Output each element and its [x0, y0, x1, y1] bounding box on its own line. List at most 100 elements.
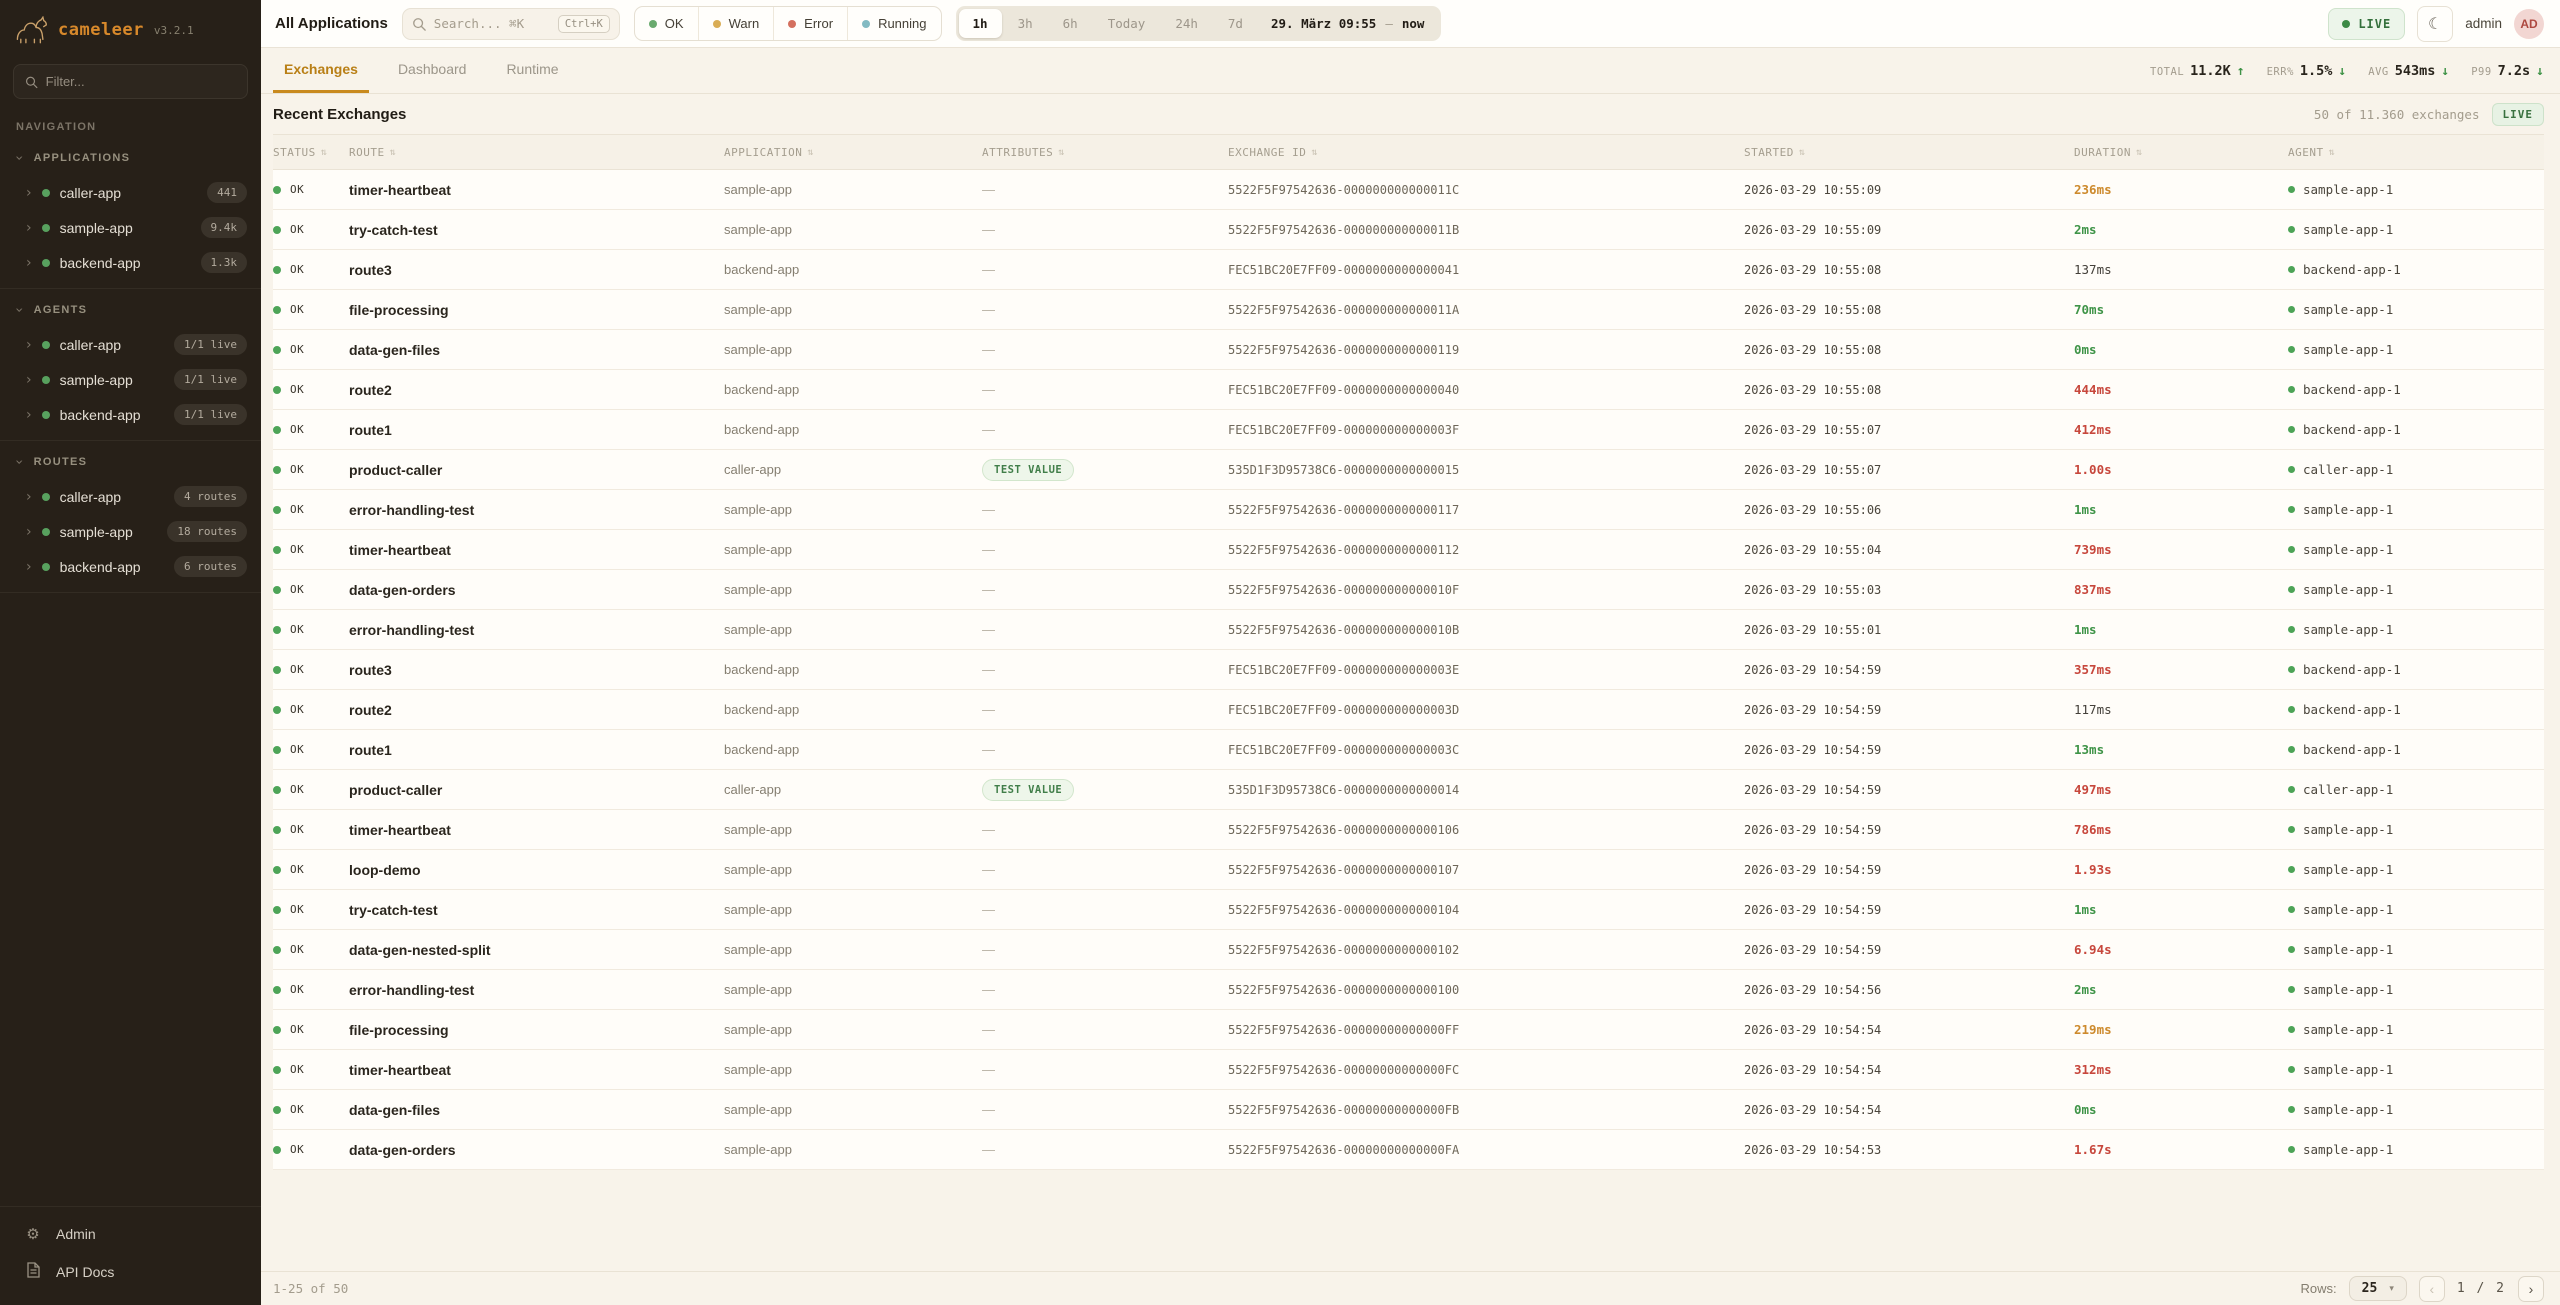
table-row[interactable]: OK route1 backend-app — FEC51BC20E7FF09-0000…	[273, 730, 2544, 770]
section-header-agents[interactable]: › AGENTS	[0, 293, 261, 327]
table-row[interactable]: OK timer-heartbeat sample-app — 5522F5F97542…	[273, 810, 2544, 850]
table-row[interactable]: OK data-gen-files sample-app — 5522F5F975426…	[273, 330, 2544, 370]
cell-exchange-id: 535D1F3D95738C6-0000000000000014	[1228, 782, 1460, 797]
section-header-routes[interactable]: › ROUTES	[0, 445, 261, 479]
sidebar-filter-input[interactable]	[45, 74, 236, 89]
table-row[interactable]: OK data-gen-files sample-app — 5522F5F975426…	[273, 1090, 2544, 1130]
table-row[interactable]: OK file-processing sample-app — 5522F5F97542…	[273, 1010, 2544, 1050]
section-header-applications[interactable]: › APPLICATIONS	[0, 141, 261, 175]
table-row[interactable]: OK route3 backend-app — FEC51BC20E7FF09-0000…	[273, 650, 2544, 690]
table-row[interactable]: OK file-processing sample-app — 5522F5F97542…	[273, 290, 2544, 330]
cell-agent: sample-app-1	[2288, 342, 2544, 357]
sidebar-item-caller-app[interactable]: › caller-app 441	[0, 175, 261, 210]
tab-exchanges[interactable]: Exchanges	[273, 48, 369, 93]
logo-row[interactable]: cameleer v3.2.1	[0, 0, 261, 56]
column-header-agent[interactable]: AGENT ⇅	[2288, 146, 2544, 159]
search-input[interactable]	[433, 16, 544, 31]
date-range-picker[interactable]: 29. März 09:55 — now	[1257, 16, 1438, 31]
sidebar-item-label: sample-app	[59, 523, 133, 540]
dark-mode-toggle[interactable]: ☾	[2417, 5, 2454, 42]
table-row[interactable]: OK error-handling-test sample-app — 5522F5F9…	[273, 610, 2544, 650]
column-header-status[interactable]: STATUS ⇅	[273, 146, 349, 159]
cell-status: OK	[273, 943, 349, 956]
ok-status-dot	[273, 865, 281, 874]
avatar[interactable]: AD	[2514, 8, 2544, 39]
global-search[interactable]: Ctrl+K	[401, 7, 620, 40]
app-name: cameleer	[58, 20, 144, 40]
time-range-3h[interactable]: 3h	[1017, 16, 1033, 31]
table-row[interactable]: OK timer-heartbeat sample-app — 5522F5F97542…	[273, 170, 2544, 210]
cell-started: 2026-03-29 10:54:54	[1744, 1022, 1882, 1037]
table-row[interactable]: OK data-gen-orders sample-app — 5522F5F97542…	[273, 570, 2544, 610]
column-header-route[interactable]: ROUTE ⇅	[349, 146, 724, 159]
rows-per-page-select[interactable]: 25 ▾	[2348, 1276, 2407, 1301]
column-header-duration[interactable]: DURATION ⇅	[2074, 146, 2288, 159]
table-row[interactable]: OK data-gen-nested-split sample-app — 5522F5…	[273, 930, 2544, 970]
status-filter-ok[interactable]: OK	[635, 7, 699, 40]
sidebar-item-sample-app[interactable]: › sample-app 9.4k	[0, 210, 261, 245]
sidebar-item-sample-app[interactable]: › sample-app 1/1 live	[0, 362, 261, 397]
page-indicator: 1 / 2	[2456, 1281, 2506, 1296]
sidebar-item-api-docs[interactable]: API Docs	[0, 1253, 261, 1291]
cell-application: sample-app	[724, 222, 792, 237]
table-row[interactable]: OK route1 backend-app — FEC51BC20E7FF09-0000…	[273, 410, 2544, 450]
column-header-application[interactable]: APPLICATION ⇅	[724, 146, 982, 159]
sidebar-item-backend-app[interactable]: › backend-app 6 routes	[0, 549, 261, 584]
column-header-exchange-id[interactable]: EXCHANGE ID ⇅	[1228, 146, 1744, 159]
time-range-24h[interactable]: 24h	[1175, 16, 1198, 31]
time-range-6h[interactable]: 6h	[1062, 16, 1078, 31]
column-header-attributes[interactable]: ATTRIBUTES ⇅	[982, 146, 1228, 159]
table-row[interactable]: OK error-handling-test sample-app — 5522F5F9…	[273, 490, 2544, 530]
sidebar-item-backend-app[interactable]: › backend-app 1/1 live	[0, 397, 261, 432]
sort-icon: ⇅	[389, 146, 397, 158]
cell-started: 2026-03-29 10:55:07	[1744, 422, 1882, 437]
cell-duration: 13ms	[2074, 742, 2105, 757]
table-row[interactable]: OK try-catch-test sample-app — 5522F5F975426…	[273, 890, 2544, 930]
stat-value: 7.2s	[2497, 62, 2531, 79]
cell-status: OK	[273, 663, 349, 676]
chevron-right-icon: ›	[26, 406, 32, 423]
column-header-started[interactable]: STARTED ⇅	[1744, 146, 2074, 159]
time-range-today[interactable]: Today	[1107, 16, 1146, 31]
cell-status: OK	[273, 463, 349, 476]
sidebar-filter[interactable]	[13, 64, 248, 99]
table-row[interactable]: OK timer-heartbeat sample-app — 5522F5F97542…	[273, 1050, 2544, 1090]
table-row[interactable]: OK error-handling-test sample-app — 5522F5F9…	[273, 970, 2544, 1010]
cell-application: sample-app	[724, 1022, 792, 1037]
table-row[interactable]: OK route3 backend-app — FEC51BC20E7FF09-0000…	[273, 250, 2544, 290]
status-filter-warn[interactable]: Warn	[699, 7, 775, 40]
time-range-1h[interactable]: 1h	[958, 9, 1002, 38]
arrow-up-icon: ↑	[2236, 63, 2245, 79]
cell-agent: caller-app-1	[2288, 782, 2544, 797]
cell-status: OK	[273, 583, 349, 596]
sidebar-item-caller-app[interactable]: › caller-app 4 routes	[0, 479, 261, 514]
agent-status-dot	[2288, 986, 2295, 993]
sidebar-item-badge: 441	[207, 182, 247, 203]
prev-page-button[interactable]: ‹	[2418, 1275, 2445, 1302]
tab-dashboard[interactable]: Dashboard	[397, 61, 467, 77]
table-row[interactable]: OK loop-demo sample-app — 5522F5F97542636-00…	[273, 850, 2544, 890]
table-row[interactable]: OK product-caller caller-app TEST VALUE 535D…	[273, 450, 2544, 490]
sidebar-item-admin[interactable]: ⚙ Admin	[0, 1215, 261, 1253]
status-filter-running[interactable]: Running	[848, 7, 940, 40]
tab-runtime[interactable]: Runtime	[506, 61, 559, 77]
sidebar-item-caller-app[interactable]: › caller-app 1/1 live	[0, 327, 261, 362]
next-page-button[interactable]: ›	[2518, 1275, 2544, 1302]
cell-exchange-id: FEC51BC20E7FF09-000000000000003D	[1228, 702, 1460, 717]
table-row[interactable]: OK product-caller caller-app TEST VALUE 535D…	[273, 770, 2544, 810]
table-row[interactable]: OK data-gen-orders sample-app — 5522F5F97542…	[273, 1130, 2544, 1170]
table-row[interactable]: OK route2 backend-app — FEC51BC20E7FF09-0000…	[273, 370, 2544, 410]
table-row[interactable]: OK timer-heartbeat sample-app — 5522F5F97542…	[273, 530, 2544, 570]
live-toggle-button[interactable]: LIVE	[2328, 7, 2406, 40]
sidebar-item-backend-app[interactable]: › backend-app 1.3k	[0, 245, 261, 280]
cell-route: error-handling-test	[349, 621, 475, 638]
table-row[interactable]: OK route2 backend-app — FEC51BC20E7FF09-0000…	[273, 690, 2544, 730]
cell-agent: sample-app-1	[2288, 502, 2544, 517]
status-filter-error[interactable]: Error	[774, 7, 849, 40]
time-range-7d[interactable]: 7d	[1227, 16, 1243, 31]
table-row[interactable]: OK try-catch-test sample-app — 5522F5F975426…	[273, 210, 2544, 250]
cell-duration: 70ms	[2074, 302, 2105, 317]
tab-bar: Exchanges Dashboard Runtime TOTAL 11.2K ↑ ERR…	[261, 48, 2560, 94]
sidebar-item-sample-app[interactable]: › sample-app 18 routes	[0, 514, 261, 549]
